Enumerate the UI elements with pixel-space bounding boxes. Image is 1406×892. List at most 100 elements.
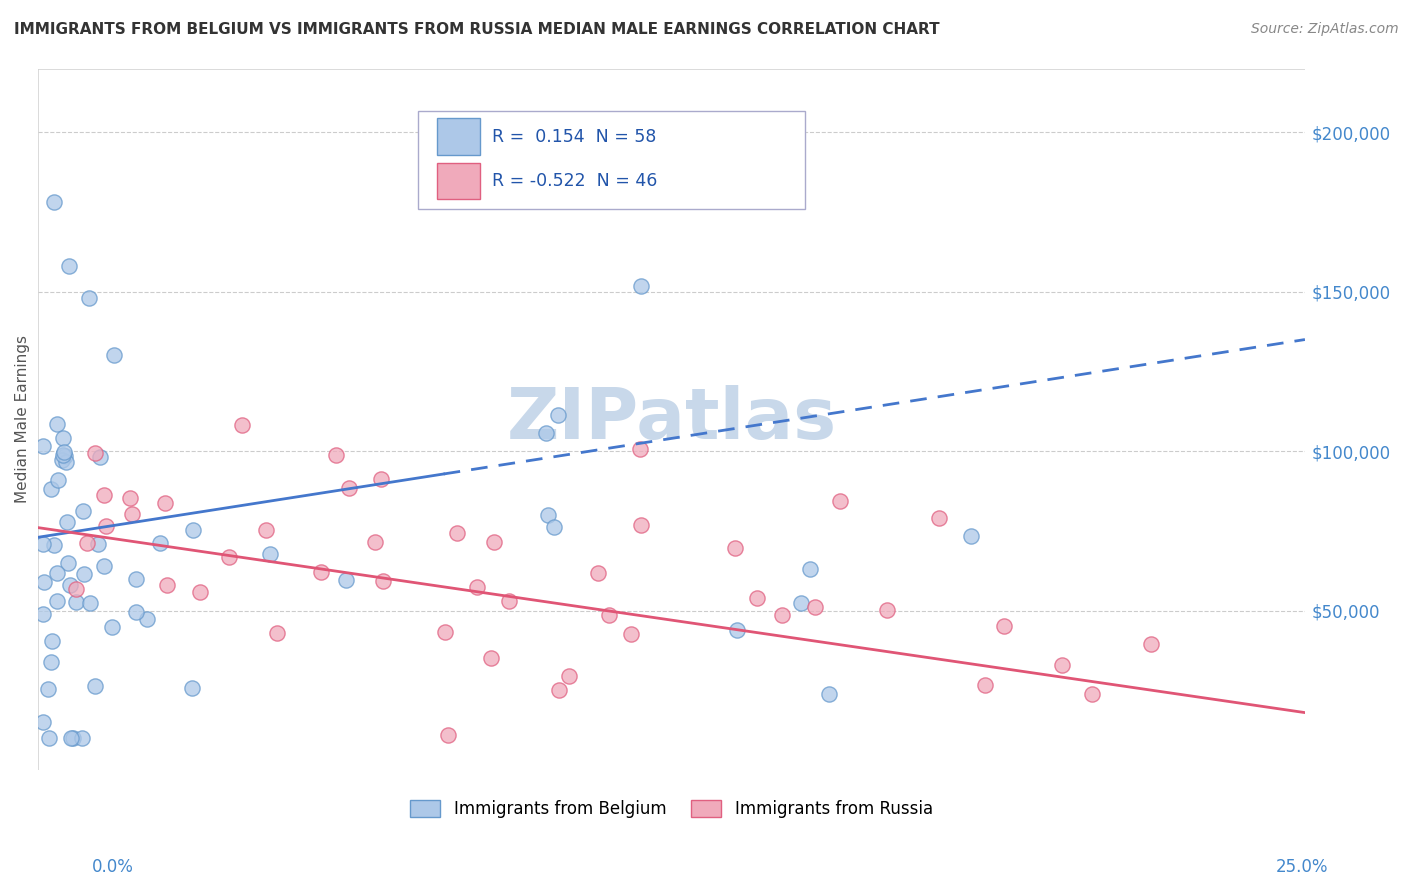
Point — [124, 572, 146, 586]
Point — [436, 727, 458, 741]
Point — [32, 537, 55, 551]
Point — [974, 678, 997, 692]
Point — [465, 580, 488, 594]
Legend: Immigrants from Belgium, Immigrants from Russia: Immigrants from Belgium, Immigrants from… — [404, 793, 939, 825]
Point — [38, 731, 60, 745]
Point — [446, 525, 468, 540]
Point — [479, 650, 502, 665]
Point — [42, 538, 65, 552]
Point — [93, 559, 115, 574]
Point — [41, 482, 63, 496]
Point — [121, 507, 143, 521]
Point — [55, 455, 77, 469]
Text: 25.0%: 25.0% — [1277, 858, 1329, 876]
Point — [73, 566, 96, 581]
Point — [32, 439, 55, 453]
Point — [153, 496, 176, 510]
Text: R =  0.154  N = 58: R = 0.154 N = 58 — [492, 128, 657, 145]
Point — [337, 481, 360, 495]
Point — [630, 517, 652, 532]
Point — [543, 520, 565, 534]
Text: Source: ZipAtlas.com: Source: ZipAtlas.com — [1251, 22, 1399, 37]
Point — [125, 606, 148, 620]
Point — [65, 595, 87, 609]
FancyBboxPatch shape — [419, 111, 804, 209]
Point — [37, 682, 59, 697]
Point — [259, 547, 281, 561]
Point — [745, 591, 768, 606]
Point — [960, 528, 983, 542]
Text: IMMIGRANTS FROM BELGIUM VS IMMIGRANTS FROM RUSSIA MEDIAN MALE EARNINGS CORRELATI: IMMIGRANTS FROM BELGIUM VS IMMIGRANTS FR… — [14, 22, 939, 37]
Point — [79, 596, 101, 610]
Point — [83, 679, 105, 693]
Point — [96, 519, 118, 533]
Point — [364, 535, 387, 549]
Point — [266, 626, 288, 640]
Point — [101, 620, 124, 634]
Point — [52, 445, 75, 459]
Point — [149, 536, 172, 550]
FancyBboxPatch shape — [437, 119, 481, 155]
Point — [41, 634, 63, 648]
Point — [433, 624, 456, 639]
Point — [498, 594, 520, 608]
Point — [181, 523, 204, 537]
Point — [218, 550, 240, 565]
Point — [993, 619, 1015, 633]
Point — [482, 535, 505, 549]
Point — [558, 668, 581, 682]
Point — [45, 594, 67, 608]
Point — [59, 578, 82, 592]
Point — [53, 449, 76, 463]
Point — [1081, 687, 1104, 701]
Point — [548, 682, 571, 697]
Point — [620, 627, 643, 641]
Point — [180, 681, 202, 696]
Point — [928, 511, 950, 525]
Point — [537, 508, 560, 522]
Point — [799, 562, 821, 576]
Point — [156, 578, 179, 592]
Point — [32, 574, 55, 589]
Point — [59, 731, 82, 745]
Point — [72, 504, 94, 518]
Point — [120, 491, 142, 505]
Point — [371, 574, 394, 588]
Point — [370, 472, 392, 486]
Point — [46, 566, 69, 581]
Point — [724, 541, 747, 555]
Point — [547, 409, 569, 423]
Point — [76, 536, 98, 550]
Point — [630, 279, 652, 293]
Point — [1140, 637, 1163, 651]
Point — [598, 607, 620, 622]
Point — [52, 448, 75, 462]
Point — [804, 599, 827, 614]
Point — [58, 259, 80, 273]
Point — [70, 731, 93, 745]
Point — [254, 523, 277, 537]
Point — [62, 731, 84, 745]
Point — [725, 623, 748, 637]
Text: R = -0.522  N = 46: R = -0.522 N = 46 — [492, 172, 657, 190]
Point — [77, 291, 100, 305]
Point — [32, 715, 55, 730]
Point — [325, 448, 347, 462]
Point — [84, 445, 107, 459]
Point — [790, 596, 813, 610]
Point — [335, 573, 357, 587]
Point — [817, 687, 839, 701]
Point — [828, 494, 851, 508]
Point — [39, 656, 62, 670]
Point — [93, 487, 115, 501]
Point — [46, 417, 69, 431]
Point — [65, 582, 87, 597]
Text: ZIPatlas: ZIPatlas — [506, 384, 837, 454]
Point — [770, 607, 793, 622]
Point — [135, 612, 157, 626]
FancyBboxPatch shape — [437, 162, 481, 199]
Point — [628, 442, 651, 457]
Point — [51, 453, 73, 467]
Point — [58, 556, 80, 570]
Point — [190, 584, 212, 599]
